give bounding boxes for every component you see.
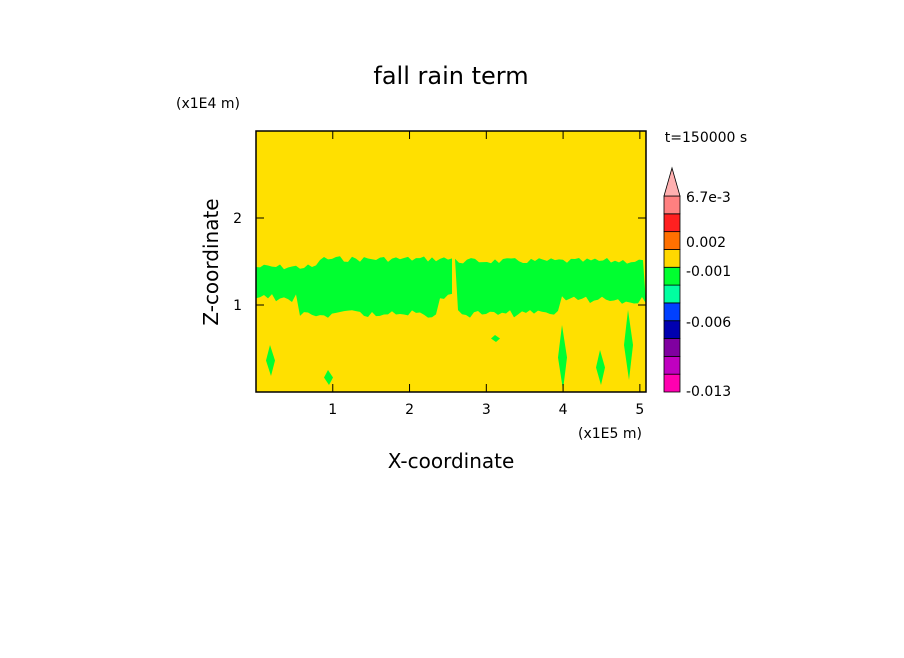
colorbar-box [663, 302, 681, 322]
colorbar-box [663, 355, 681, 375]
x-tick-label: 4 [559, 402, 568, 418]
colorbar-extend [663, 166, 681, 197]
colorbar-label: -0.006 [686, 315, 731, 331]
colorbar-box [663, 195, 681, 215]
colorbar-box [663, 266, 681, 286]
x-tick-label: 3 [482, 402, 491, 418]
contour-streak [324, 370, 333, 385]
contour-streak [266, 345, 275, 376]
x-tick-label: 5 [635, 402, 644, 418]
colorbar-label: -0.001 [686, 264, 731, 280]
plot-frame [255, 130, 647, 393]
y-unit: (x1E4 m) [176, 96, 240, 112]
contour-streak [558, 325, 567, 390]
colorbar-label: 0.002 [686, 235, 726, 251]
x-tick-label: 1 [328, 402, 337, 418]
y-axis-title: Z-coordinate [199, 198, 223, 325]
colorbar-box [663, 213, 681, 233]
contour-region [256, 256, 452, 318]
colorbar-box [663, 231, 681, 250]
time-annotation: t=150000 s [665, 130, 747, 146]
contour-streak [596, 350, 605, 385]
colorbar-box [663, 320, 681, 339]
x-unit: (x1E5 m) [578, 426, 642, 442]
chart-title: fall rain term [373, 62, 528, 90]
colorbar-label: -0.013 [686, 384, 731, 400]
colorbar-label: 6.7e-3 [686, 190, 731, 206]
colorbar-box [663, 284, 681, 304]
colorbar-box [663, 373, 681, 393]
colorbar-box [663, 249, 681, 268]
y-tick-label: 2 [233, 211, 242, 227]
colorbar-box [663, 338, 681, 357]
contour-streak [491, 335, 500, 342]
y-tick-label: 1 [233, 298, 242, 314]
x-axis-title: X-coordinate [388, 449, 515, 473]
x-tick-label: 2 [405, 402, 414, 418]
contour-streak [624, 310, 633, 380]
contour-region [455, 258, 646, 318]
